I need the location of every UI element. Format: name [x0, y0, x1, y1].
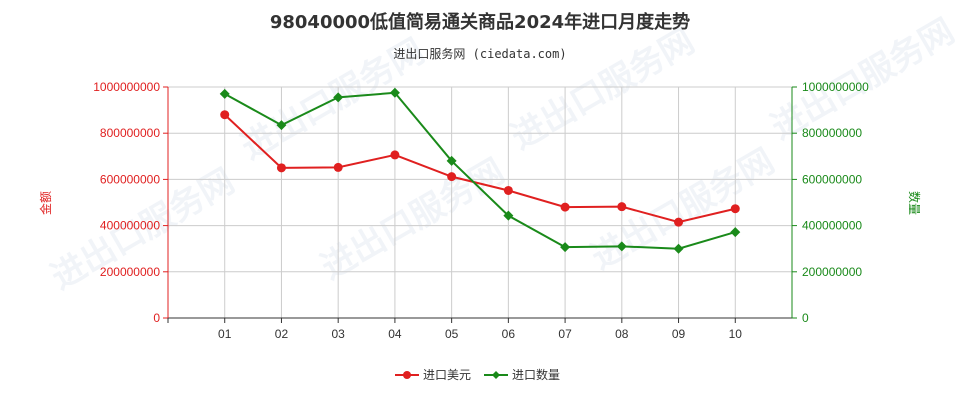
x-tick-label: 02	[275, 327, 289, 341]
x-tick-label: 03	[332, 327, 346, 341]
watermark-text: 进出口服务网	[585, 141, 782, 278]
data-point-diamond	[389, 87, 400, 98]
legend-item-1[interactable]: 进口美元	[395, 368, 471, 382]
series-1	[220, 110, 740, 227]
data-point-diamond	[616, 241, 627, 252]
y-left-tick-label: 0	[153, 311, 160, 325]
data-point-circle	[390, 150, 400, 160]
data-point-circle	[674, 217, 684, 227]
y-left-tick-label: 1000000000	[93, 80, 160, 94]
y-left-tick-label: 800000000	[100, 126, 160, 140]
y-left-tick-label: 400000000	[100, 219, 160, 233]
legend-label: 进口美元	[423, 368, 471, 382]
data-point-circle	[560, 202, 570, 212]
y-left-tick-label: 600000000	[100, 172, 160, 186]
data-point-diamond	[730, 227, 741, 238]
series-layer	[219, 87, 741, 254]
legend[interactable]: 进口美元 进口数量	[395, 367, 560, 382]
data-point-diamond	[673, 243, 684, 254]
data-point-circle	[730, 204, 740, 214]
data-point-circle	[503, 185, 513, 195]
data-point-circle	[220, 110, 230, 120]
data-point-circle	[333, 162, 343, 172]
chart-title: 98040000低值简易通关商品2024年进口月度走势	[270, 11, 690, 33]
data-point-diamond	[219, 88, 230, 99]
watermark-text: 进出口服务网	[505, 21, 702, 158]
series-line	[224, 113, 736, 224]
data-point-diamond	[446, 155, 457, 166]
x-tick-label: 01	[218, 327, 232, 341]
y-left-tick-label: 200000000	[100, 265, 160, 279]
series-line	[224, 91, 736, 250]
y-axis-right-label: 数量	[907, 191, 922, 215]
x-tick-label: 08	[615, 327, 629, 341]
y-right-tick-label: 600000000	[802, 172, 862, 186]
ticks: 0 0 200000000 200000000 400000000 400000000 60…	[93, 80, 869, 341]
legend-item-2[interactable]: 进口数量	[484, 367, 560, 382]
x-tick-label: 04	[388, 327, 402, 341]
y-axis-left-label: 金额	[38, 191, 53, 215]
watermark-text: 进出口服务网	[315, 151, 512, 288]
chart-subtitle: 进出口服务网 (ciedata.com)	[393, 46, 566, 61]
legend-label: 进口数量	[512, 367, 560, 382]
data-point-circle	[447, 172, 457, 182]
axes	[163, 86, 797, 323]
data-point-diamond	[276, 120, 287, 131]
data-point-diamond	[503, 210, 514, 221]
data-point-circle	[617, 202, 627, 212]
data-point-circle	[276, 163, 286, 173]
x-tick-label: 07	[558, 327, 572, 341]
legend-marker-circle	[403, 371, 411, 379]
data-point-diamond	[333, 92, 344, 103]
x-tick-label: 10	[729, 327, 743, 341]
x-tick-label: 05	[445, 327, 459, 341]
y-right-tick-label: 1000000000	[802, 80, 869, 94]
legend-marker-diamond	[492, 371, 500, 379]
y-right-tick-label: 0	[802, 311, 809, 325]
x-tick-label: 09	[672, 327, 686, 341]
x-tick-label: 06	[502, 327, 516, 341]
series-2	[219, 87, 741, 254]
y-right-tick-label: 200000000	[802, 265, 862, 279]
data-point-diamond	[560, 242, 571, 253]
y-right-tick-label: 800000000	[802, 126, 862, 140]
y-right-tick-label: 400000000	[802, 219, 862, 233]
